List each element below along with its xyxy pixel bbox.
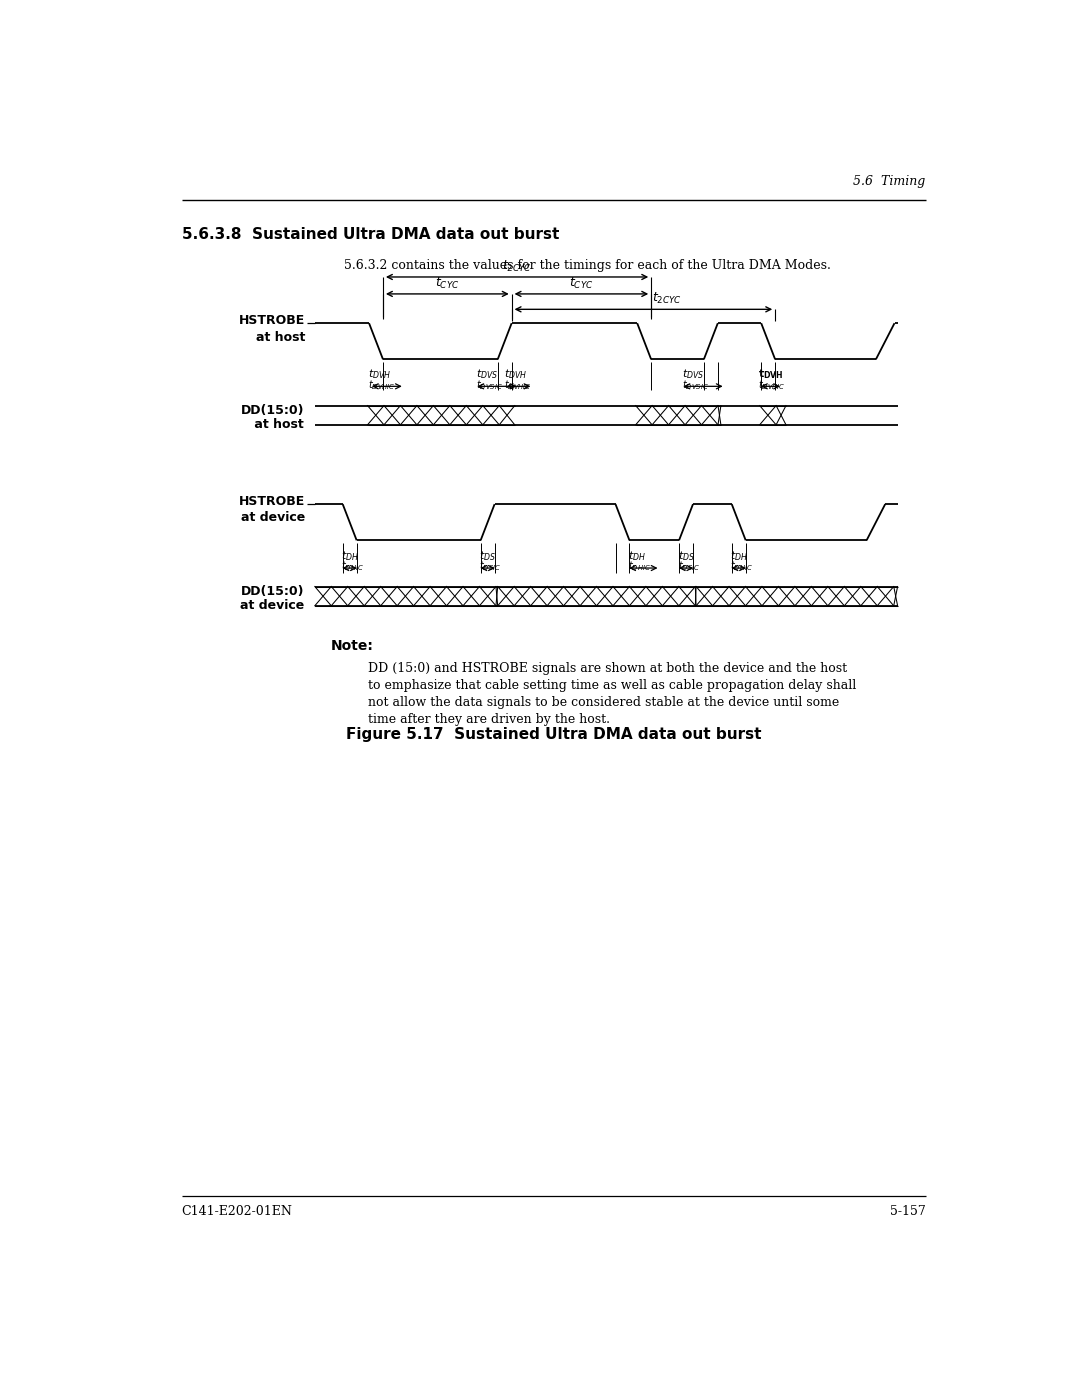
Text: $t_{CYC}$: $t_{CYC}$ xyxy=(569,275,594,291)
Text: $t_{DSIC}$: $t_{DSIC}$ xyxy=(480,560,501,573)
Text: $t_{DH}$: $t_{DH}$ xyxy=(627,549,646,563)
Text: to emphasize that cable setting time as well as cable propagation delay shall: to emphasize that cable setting time as … xyxy=(367,679,855,692)
Text: 5-157: 5-157 xyxy=(890,1204,926,1218)
Text: $t_{2CYC}$: $t_{2CYC}$ xyxy=(651,291,681,306)
Text: $t_{DVHIC}$: $t_{DVHIC}$ xyxy=(367,377,395,391)
Text: $t_{DH}$: $t_{DH}$ xyxy=(730,549,748,563)
Text: $t_{DVSIC}$: $t_{DVSIC}$ xyxy=(476,377,503,391)
Text: C141-E202-01EN: C141-E202-01EN xyxy=(181,1204,293,1218)
Text: $t_{DSIC}$: $t_{DSIC}$ xyxy=(677,560,700,573)
Text: at device: at device xyxy=(241,511,306,524)
Text: HSTROBE: HSTROBE xyxy=(240,313,306,327)
Text: $t_{DHIC}$: $t_{DHIC}$ xyxy=(341,560,364,573)
Text: $t_{DS}$: $t_{DS}$ xyxy=(677,549,694,563)
Text: DD (15:0) and HSTROBE signals are shown at both the device and the host: DD (15:0) and HSTROBE signals are shown … xyxy=(367,662,847,675)
Text: 5.6.3.8  Sustained Ultra DMA data out burst: 5.6.3.8 Sustained Ultra DMA data out bur… xyxy=(181,226,558,242)
Text: DD(15:0): DD(15:0) xyxy=(241,585,303,598)
Text: HSTROBE: HSTROBE xyxy=(240,495,306,507)
Text: $t_{DVS}$: $t_{DVS}$ xyxy=(683,367,704,381)
Text: $t_{DH}$: $t_{DH}$ xyxy=(341,549,360,563)
Text: $t_{DHIC}$: $t_{DHIC}$ xyxy=(627,560,651,573)
Text: $t_{DVHIC}$: $t_{DVHIC}$ xyxy=(504,377,531,391)
Text: $t_{DVHIC}$: $t_{DVHIC}$ xyxy=(758,377,785,391)
Text: $t_{2CYC}$: $t_{2CYC}$ xyxy=(502,258,532,274)
Text: 5.6  Timing: 5.6 Timing xyxy=(853,176,926,189)
Text: Note:: Note: xyxy=(330,638,374,652)
Text: Figure 5.17  Sustained Ultra DMA data out burst: Figure 5.17 Sustained Ultra DMA data out… xyxy=(346,728,761,742)
Text: $t_{DVS}$: $t_{DVS}$ xyxy=(476,367,498,381)
Text: at device: at device xyxy=(240,599,303,612)
Text: time after they are driven by the host.: time after they are driven by the host. xyxy=(367,712,609,726)
Text: $t_{CYC}$: $t_{CYC}$ xyxy=(435,275,460,291)
Text: $t_{DHIC}$: $t_{DHIC}$ xyxy=(730,560,753,573)
Text: DD(15:0): DD(15:0) xyxy=(241,404,303,418)
Text: $t_{DS}$: $t_{DS}$ xyxy=(480,549,496,563)
Text: $t_{DVH}$: $t_{DVH}$ xyxy=(367,367,391,381)
Text: not allow the data signals to be considered stable at the device until some: not allow the data signals to be conside… xyxy=(367,696,839,708)
Text: $t_{DVSIC}$: $t_{DVSIC}$ xyxy=(683,377,708,391)
Text: $t_{DVH}$: $t_{DVH}$ xyxy=(504,367,527,381)
Text: at host: at host xyxy=(256,331,306,344)
Text: 5.6.3.2 contains the values for the timings for each of the Ultra DMA Modes.: 5.6.3.2 contains the values for the timi… xyxy=(345,260,832,272)
Text: at host: at host xyxy=(251,418,303,430)
Text: $\mathbf{t_{DVH}}$: $\mathbf{t_{DVH}}$ xyxy=(758,367,784,381)
